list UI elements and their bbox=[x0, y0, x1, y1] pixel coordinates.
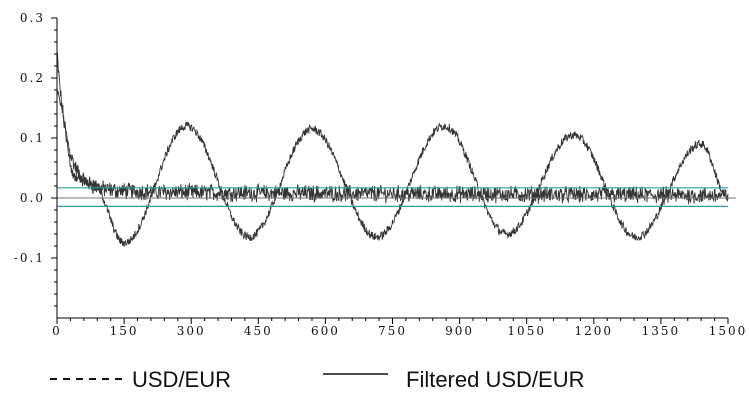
series-filtered-usd-eur bbox=[56, 90, 729, 247]
y-tick-label: 0.1 bbox=[20, 131, 45, 145]
series-usd-eur bbox=[56, 51, 729, 205]
y-tick-label: 0.3 bbox=[20, 11, 45, 25]
x-tick-label: 900 bbox=[445, 324, 474, 338]
y-tick-label: 0.0 bbox=[20, 191, 45, 205]
y-tick-label: 0.2 bbox=[20, 71, 45, 85]
x-tick-label: 1050 bbox=[507, 324, 546, 338]
legend-label-filtered-usd-eur: Filtered USD/EUR bbox=[406, 367, 584, 392]
legend: USD/EUR Filtered USD/EUR bbox=[50, 367, 584, 392]
x-tick-label: 300 bbox=[177, 324, 206, 338]
x-tick-label: 750 bbox=[378, 324, 407, 338]
y-tick-label: -0.1 bbox=[14, 251, 45, 265]
legend-label-usd-eur: USD/EUR bbox=[132, 367, 231, 392]
x-tick-label: 0 bbox=[52, 324, 62, 338]
x-tick-label: 600 bbox=[311, 324, 340, 338]
x-tick-label: 450 bbox=[244, 324, 273, 338]
x-tick-label: 1350 bbox=[642, 324, 681, 338]
x-tick-label: 1200 bbox=[575, 324, 614, 338]
plot-area bbox=[56, 51, 736, 247]
axes: 0 150 300 450 600 750 900 1050 1200 1350 1500 -0.1 0… bbox=[14, 11, 748, 338]
x-tick-label: 150 bbox=[110, 324, 139, 338]
x-tick-label: 1500 bbox=[709, 324, 748, 338]
